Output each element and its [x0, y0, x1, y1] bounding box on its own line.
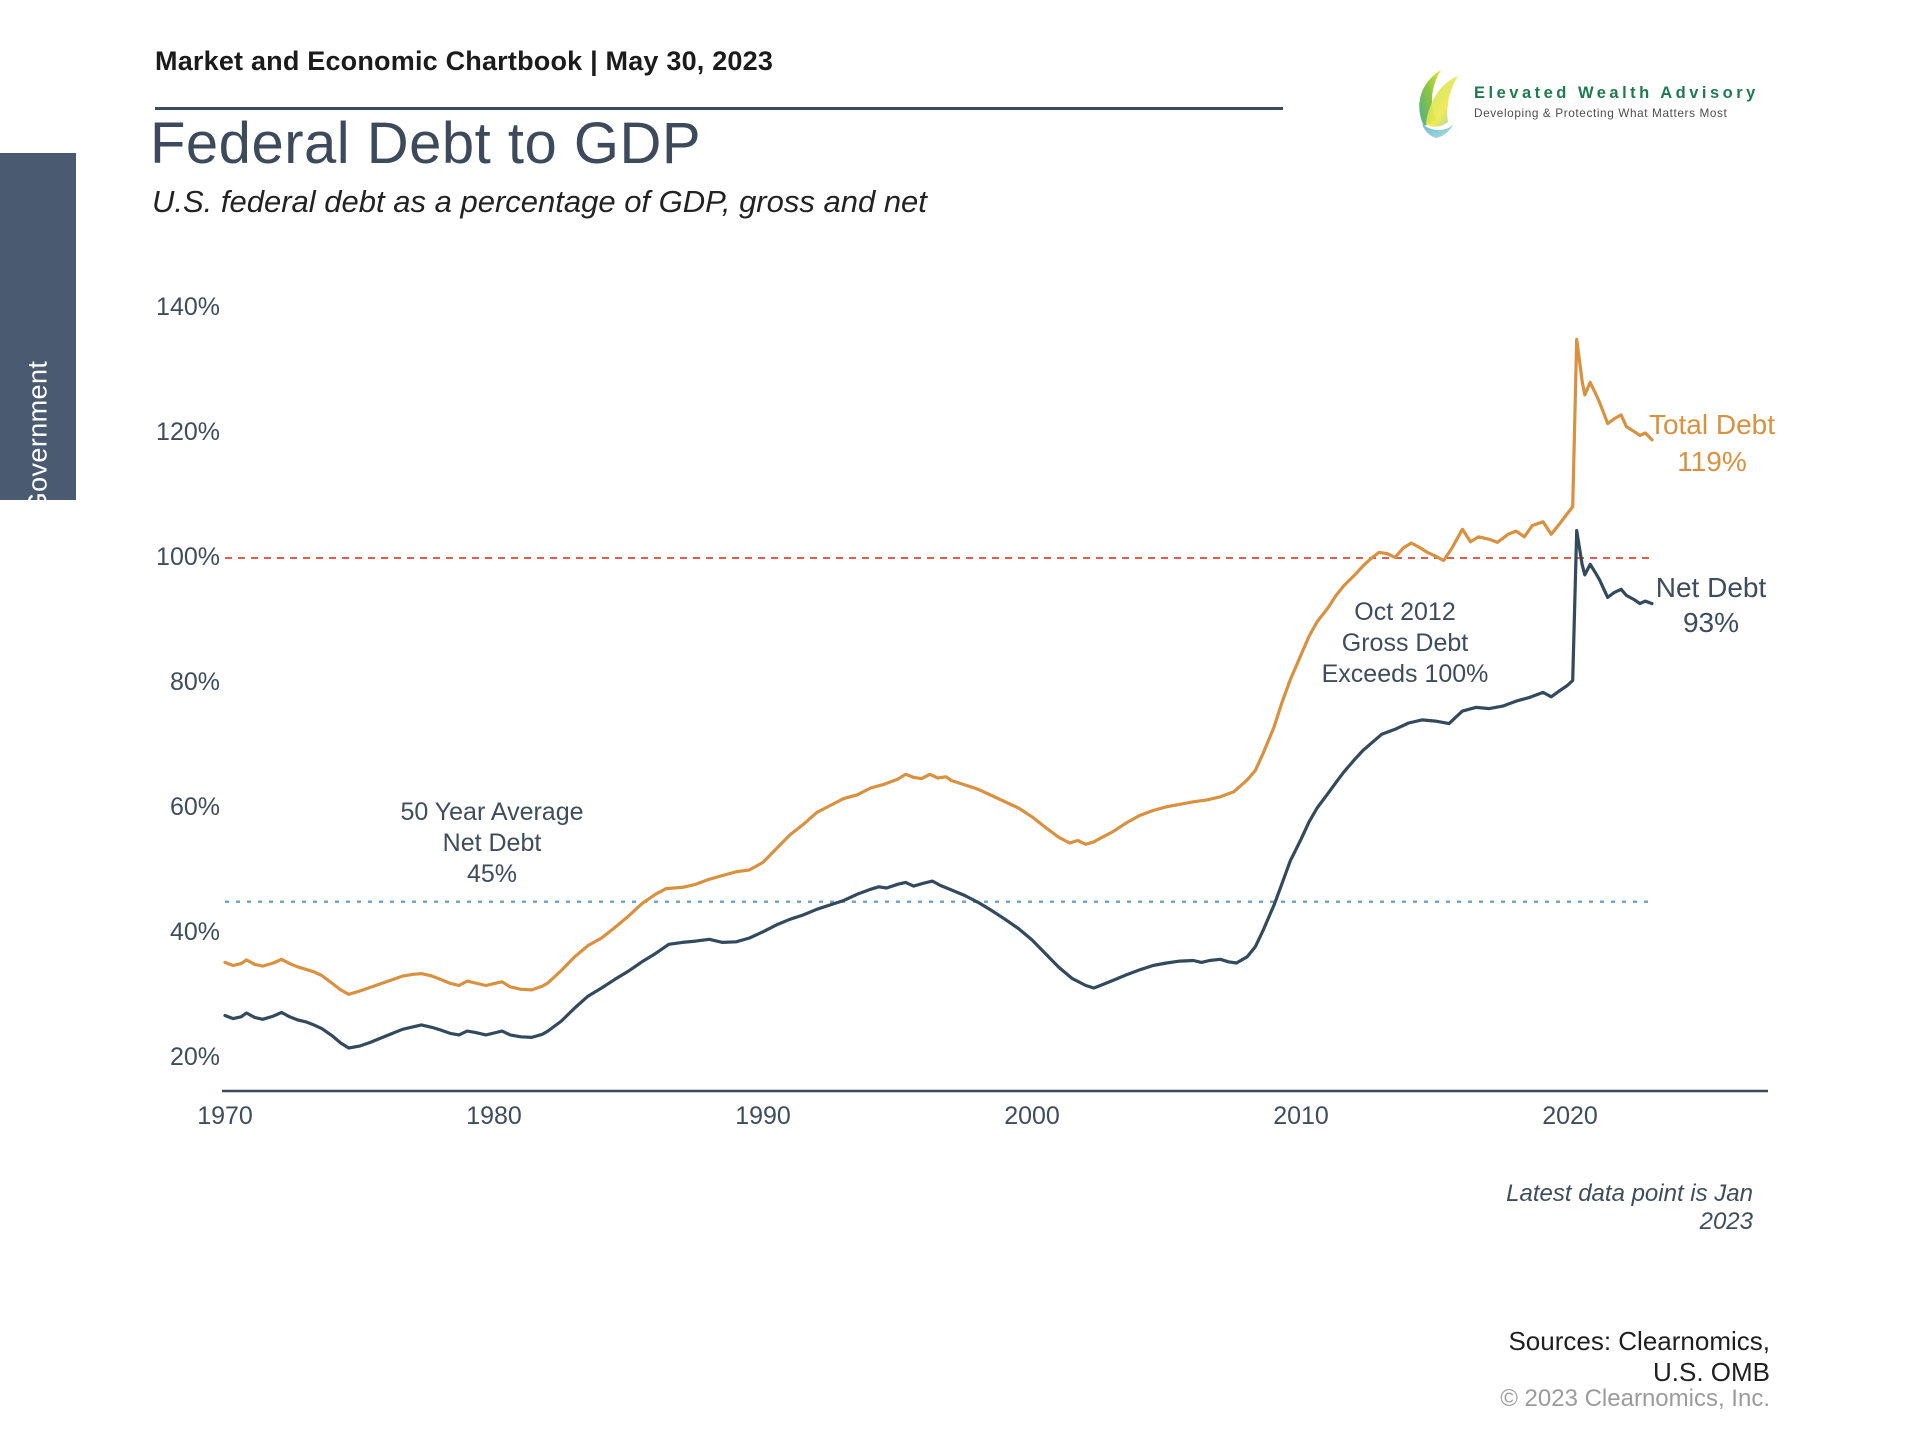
chartbook-header: Market and Economic Chartbook | May 30, …: [155, 46, 774, 76]
sources-line: Sources: Clearnomics,: [1508, 1326, 1770, 1356]
copyright-note: © 2023 Clearnomics, Inc.: [1500, 1385, 1770, 1412]
leaf-sail-logo-icon: [1419, 70, 1458, 138]
series-line-total-debt: [223, 337, 1654, 996]
x-tick-label: 2010: [1273, 1102, 1329, 1130]
page-subtitle: U.S. federal debt as a percentage of GDP…: [152, 184, 927, 219]
annotation-50yr-average: 50 Year Average Net Debt 45%: [342, 797, 642, 890]
sources-note: Sources: Clearnomics, U.S. OMB: [1440, 1326, 1770, 1388]
y-tick-label: 20%: [169, 1043, 220, 1071]
series-latest-value: 119%: [1677, 446, 1747, 477]
y-tick-label: 120%: [156, 418, 220, 446]
y-tick-label: 100%: [156, 543, 220, 571]
y-tick-label: 140%: [156, 293, 220, 321]
x-tick-label: 1970: [197, 1102, 253, 1130]
annotation-line: Net Debt: [442, 829, 542, 857]
logo-company-name: Elevated Wealth Advisory: [1474, 84, 1759, 102]
sources-line: U.S. OMB: [1652, 1357, 1770, 1387]
annotation-line: Exceeds 100%: [1321, 660, 1489, 688]
x-tick-label: 2000: [1004, 1102, 1060, 1130]
annotation-line: 50 Year Average: [400, 798, 584, 826]
y-tick-label: 40%: [169, 918, 220, 946]
series-label-total-debt: Total Debt 119%: [1602, 406, 1822, 480]
series-line-net-debt: [223, 528, 1654, 1050]
y-tick-label: 80%: [169, 668, 220, 696]
series-name: Net Debt: [1655, 572, 1767, 603]
series-name: Total Debt: [1648, 409, 1776, 440]
series-latest-value: 93%: [1682, 607, 1740, 638]
page-title: Federal Debt to GDP: [150, 111, 702, 176]
x-tick-label: 2020: [1542, 1102, 1598, 1130]
x-tick-label: 1980: [466, 1102, 522, 1130]
series-label-net-debt: Net Debt 93%: [1601, 570, 1821, 640]
logo: Elevated Wealth Advisory Developing & Pr…: [1414, 68, 1894, 140]
header-divider: [155, 107, 1283, 110]
x-tick-label: 1990: [735, 1102, 791, 1130]
annotation-oct-2012: Oct 2012 Gross Debt Exceeds 100%: [1255, 597, 1555, 690]
latest-data-note: Latest data point is Jan 2023: [1506, 1180, 1753, 1235]
annotation-line: 45%: [466, 860, 518, 888]
logo-tagline: Developing & Protecting What Matters Mos…: [1474, 106, 1728, 120]
sidebar-tab-government[interactable]: Government: [0, 153, 76, 513]
annotation-line: Oct 2012: [1354, 598, 1456, 626]
y-tick-label: 60%: [169, 793, 220, 821]
annotation-line: Gross Debt: [1341, 629, 1469, 657]
